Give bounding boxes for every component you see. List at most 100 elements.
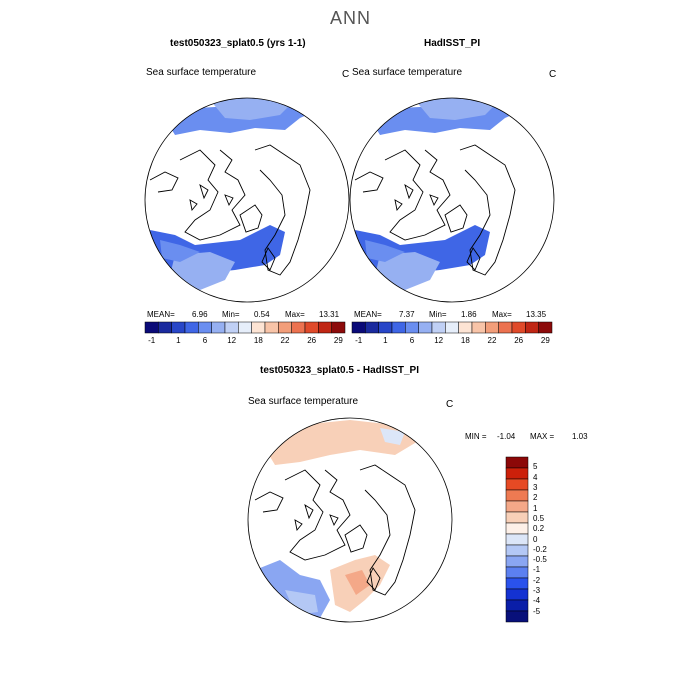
right-colorbar-tick-label: 18 xyxy=(460,336,470,345)
left-stats-mean-value: 6.96 xyxy=(192,310,208,319)
diff-coastline-alaska xyxy=(254,491,284,513)
diff-colorbar-tick-label: 5 xyxy=(533,462,538,472)
right-colorbar-swatch xyxy=(458,321,473,334)
left-stats-max-value: 13.31 xyxy=(319,310,340,319)
left-stats-min-label: Min= xyxy=(222,310,240,319)
diff-colorbar-swatch xyxy=(505,544,529,557)
left-coastline-alaska xyxy=(149,171,179,193)
left-units-label: C xyxy=(342,69,350,80)
left-colorbar-swatch xyxy=(304,321,319,334)
right-colorbar-swatch xyxy=(391,321,406,334)
diff-colorbar-swatch xyxy=(505,511,529,524)
left-colorbar-tick-label: 26 xyxy=(307,336,317,345)
right-colorbar-swatch xyxy=(431,321,446,334)
left-colorbar-tick-label: 18 xyxy=(253,336,263,345)
right-stats-mean-label: MEAN= xyxy=(354,310,382,319)
diff-colorbar-tick-label: 4 xyxy=(533,472,538,482)
diff-fill-bottom-warm-strong xyxy=(345,570,370,595)
left-sst-fill-bottom-mid xyxy=(160,240,200,262)
left-coastline-islands xyxy=(189,183,234,212)
diff-units-label: C xyxy=(446,399,454,410)
left-colorbar xyxy=(144,321,346,334)
right-colorbar-swatch xyxy=(445,321,459,334)
diff-colorbar-tick-label: -1 xyxy=(533,565,541,575)
left-colorbar-tick-label: 12 xyxy=(227,336,237,345)
diff-colorbar-tick-label: -3 xyxy=(533,586,541,596)
right-colorbar xyxy=(351,321,553,334)
diff-colorbar-swatch xyxy=(505,588,529,601)
right-colorbar-tick-label: 6 xyxy=(409,336,415,345)
diff-min-value: -1.04 xyxy=(497,432,516,441)
left-colorbar-swatch xyxy=(331,321,346,334)
right-coastline-scandinavia xyxy=(466,247,481,271)
left-colorbar-tick-label: 29 xyxy=(333,336,343,345)
left-coastline-canada xyxy=(179,149,246,241)
left-colorbar-swatch xyxy=(291,321,306,334)
diff-colorbar-tick-label: 0 xyxy=(533,534,538,544)
right-colorbar-tick-label: 29 xyxy=(540,336,550,345)
right-colorbar-tick-label: 26 xyxy=(514,336,524,345)
left-panel-title: test050323_splat0.5 (yrs 1-1) xyxy=(170,38,306,49)
right-stats-min-value: 1.86 xyxy=(461,310,477,319)
right-colorbar-swatch xyxy=(351,321,366,334)
diff-colorbar-swatch xyxy=(505,610,529,623)
diff-colorbar-swatch xyxy=(505,555,529,568)
left-colorbar-swatch xyxy=(171,321,186,334)
diff-fill-top-cool xyxy=(380,428,405,445)
left-colorbar-swatch xyxy=(278,321,292,334)
diff-colorbar-swatch xyxy=(505,522,529,535)
right-colorbar-swatch xyxy=(405,321,419,334)
diff-colorbar-tick-label: 0.2 xyxy=(533,524,545,534)
diff-map-boundary xyxy=(247,417,453,623)
right-colorbar-swatch xyxy=(378,321,393,334)
right-colorbar-swatch xyxy=(498,321,513,334)
diff-variable-label: Sea surface temperature xyxy=(248,396,359,407)
left-coastline-greenland xyxy=(239,204,263,233)
diff-coastline-greenland xyxy=(344,524,368,553)
right-coastline-eurasia xyxy=(459,144,516,276)
right-colorbar-tick-label: 12 xyxy=(434,336,444,345)
diff-colorbar-tick-label: 3 xyxy=(533,482,538,492)
left-colorbar-swatch xyxy=(144,321,159,334)
diff-colorbar-swatch xyxy=(505,489,529,502)
right-sst-fill-bottom-mid xyxy=(365,240,405,262)
diff-fill-bottom-cool xyxy=(255,560,330,618)
right-colorbar-swatch xyxy=(365,321,379,334)
left-colorbar-swatch xyxy=(318,321,332,334)
diff-panel-title: test050323_splat0.5 - HadISST_PI xyxy=(260,365,419,376)
left-stats-mean-label: MEAN= xyxy=(147,310,175,319)
left-colorbar-swatch xyxy=(251,321,266,334)
diff-colorbar-swatch xyxy=(505,456,529,469)
diff-colorbar-swatch xyxy=(505,500,529,513)
left-colorbar-swatch xyxy=(264,321,279,334)
right-colorbar-tick-label: -1 xyxy=(355,336,363,345)
left-colorbar-tick-label: 6 xyxy=(202,336,208,345)
left-coastline-scandinavia xyxy=(261,247,276,271)
right-stats-max-value: 13.35 xyxy=(526,310,547,319)
diff-colorbar-tick-label: -4 xyxy=(533,596,541,606)
diff-colorbar-tick-label: 1 xyxy=(533,503,538,513)
diff-min-label: MIN = xyxy=(465,432,487,441)
diff-coastline-eurasia xyxy=(359,464,416,596)
right-coastline-islands xyxy=(394,183,439,212)
diff-colorbar-tick-label: 2 xyxy=(533,493,538,503)
diff-colorbar-swatch xyxy=(505,478,529,491)
diff-colorbar-tick-label: -0.5 xyxy=(533,555,547,565)
left-coastline-eurasia xyxy=(254,144,311,276)
right-map-boundary xyxy=(349,97,555,303)
diff-colorbar-swatch xyxy=(505,599,529,612)
left-map-boundary xyxy=(144,97,350,303)
diff-max-value: 1.03 xyxy=(572,432,588,441)
right-coastline-canada xyxy=(384,149,451,241)
diff-coastline-scandinavia xyxy=(366,567,381,591)
left-colorbar-tick-label: 22 xyxy=(280,336,290,345)
diff-colorbar xyxy=(505,456,529,623)
right-panel-title: HadISST_PI xyxy=(424,38,481,49)
left-colorbar-swatch xyxy=(238,321,252,334)
diff-colorbar-swatch xyxy=(505,566,529,579)
left-polar-map xyxy=(144,97,350,303)
left-colorbar-tick-label: -1 xyxy=(148,336,156,345)
right-coastline-alaska xyxy=(354,171,384,193)
right-colorbar-swatch xyxy=(485,321,499,334)
